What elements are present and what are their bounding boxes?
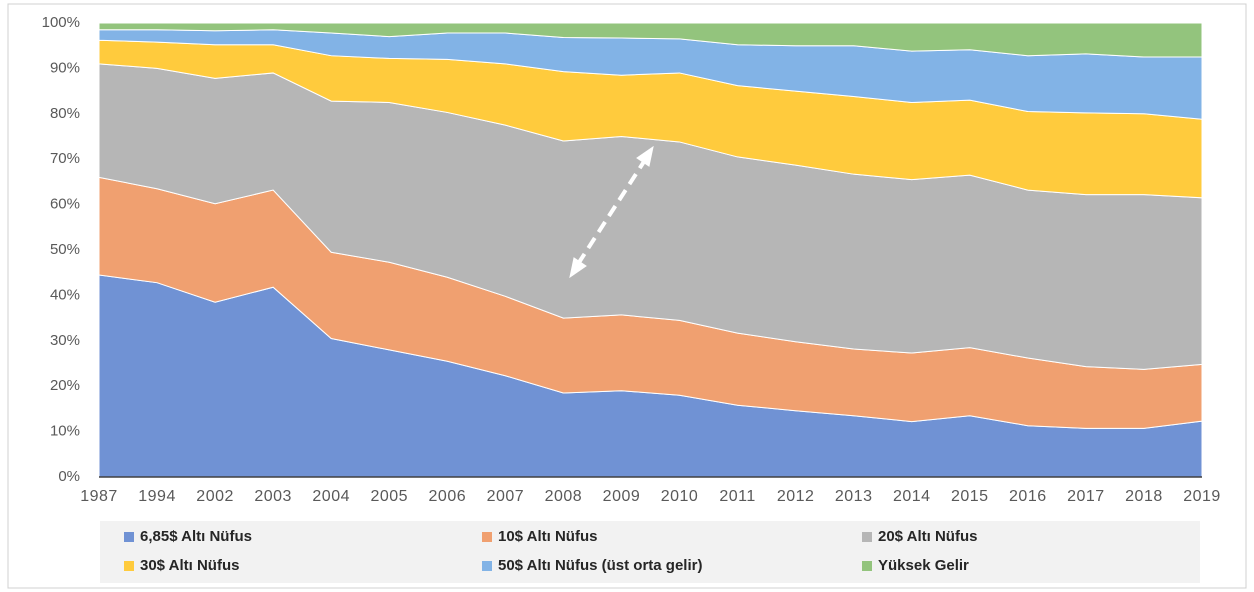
x-tick-label: 2012 [777, 488, 815, 505]
x-tick-label: 2013 [835, 488, 873, 505]
x-tick-label: 2018 [1125, 488, 1163, 505]
y-tick-label: 70% [50, 150, 80, 167]
legend-swatch [124, 561, 134, 571]
area [98, 22, 1203, 58]
y-tick-label: 50% [50, 241, 80, 258]
legend-swatch [862, 532, 872, 542]
x-tick-label: 2015 [951, 488, 989, 505]
x-tick-label: 2019 [1183, 488, 1221, 505]
legend-box [100, 521, 1200, 583]
x-tick-label: 1994 [138, 488, 176, 505]
legend-swatch [124, 532, 134, 542]
labels: 0% 10% 20% 30% 40% 50% 60% 70% 80% 90% 100% 1987 199… [42, 14, 1221, 505]
y-tick-label: 20% [50, 377, 80, 394]
y-tick-label: 40% [50, 286, 80, 303]
legend-swatch [482, 561, 492, 571]
x-tick-label: 2014 [893, 488, 931, 505]
x-tick-label: 2017 [1067, 488, 1105, 505]
legend-label: 6,85$ Altı Nüfus [140, 528, 252, 545]
annotation-arrow [569, 145, 654, 279]
legend-label: 30$ Altı Nüfus [140, 557, 239, 574]
x-tick-label: 2011 [719, 488, 755, 505]
x-tick-label: 2006 [429, 488, 467, 505]
y-tick-label: 30% [50, 332, 80, 349]
y-tick-label: 80% [50, 105, 80, 122]
x-tick-label: 2010 [661, 488, 699, 505]
x-tick-label: 2004 [312, 488, 350, 505]
x-tick-label: 2008 [545, 488, 583, 505]
legend: 6,85$ Altı Nüfus 10$ Altı Nüfus 20$ Altı N… [124, 528, 977, 574]
areas [98, 22, 1203, 478]
y-tick-label: 100% [42, 14, 80, 31]
x-tick-label: 2003 [254, 488, 292, 505]
legend-label: 50$ Altı Nüfus (üst orta gelir) [498, 557, 702, 574]
legend-label: 10$ Altı Nüfus [498, 528, 597, 545]
y-tick-label: 10% [50, 423, 80, 440]
legend-swatch [862, 561, 872, 571]
legend-label: Yüksek Gelir [878, 557, 969, 574]
x-tick-label: 2005 [370, 488, 408, 505]
legend-swatch [482, 532, 492, 542]
x-tick-label: 1987 [80, 488, 118, 505]
x-tick-label: 2009 [603, 488, 641, 505]
y-tick-label: 0% [58, 468, 80, 485]
x-tick-label: 2016 [1009, 488, 1047, 505]
y-tick-label: 90% [50, 59, 80, 76]
y-tick-label: 60% [50, 196, 80, 213]
legend-label: 20$ Altı Nüfus [878, 528, 977, 545]
x-tick-label: 2007 [487, 488, 525, 505]
x-tick-label: 2002 [196, 488, 234, 505]
